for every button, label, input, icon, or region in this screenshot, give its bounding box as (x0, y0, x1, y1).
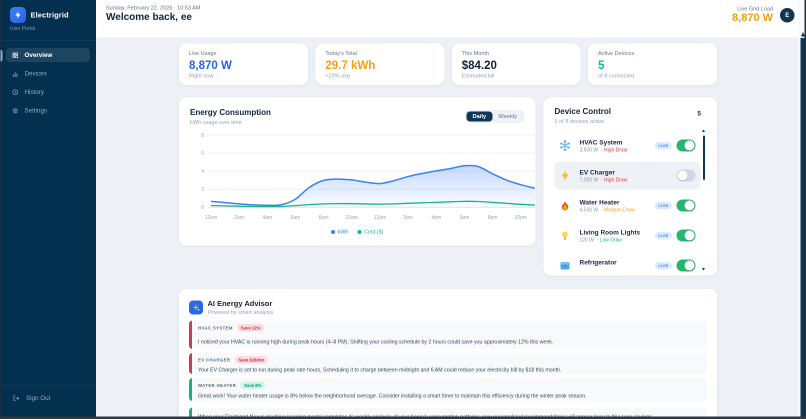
svg-text:8: 8 (201, 133, 204, 139)
svg-text:0: 0 (201, 205, 204, 211)
svg-text:6: 6 (201, 151, 204, 157)
svg-text:4am: 4am (262, 215, 272, 221)
svg-text:12pm: 12pm (374, 215, 387, 221)
svg-text:2: 2 (201, 187, 204, 193)
svg-text:2pm: 2pm (403, 215, 413, 221)
svg-text:6am: 6am (291, 215, 301, 221)
svg-text:6pm: 6pm (460, 215, 470, 221)
svg-text:4pm: 4pm (431, 215, 441, 221)
svg-text:12am: 12am (205, 215, 218, 221)
svg-text:10pm: 10pm (514, 215, 527, 221)
svg-text:10am: 10am (346, 215, 359, 221)
svg-text:4: 4 (201, 169, 204, 175)
svg-text:8am: 8am (319, 215, 329, 221)
svg-text:2am: 2am (234, 215, 244, 221)
svg-text:8pm: 8pm (488, 215, 498, 221)
